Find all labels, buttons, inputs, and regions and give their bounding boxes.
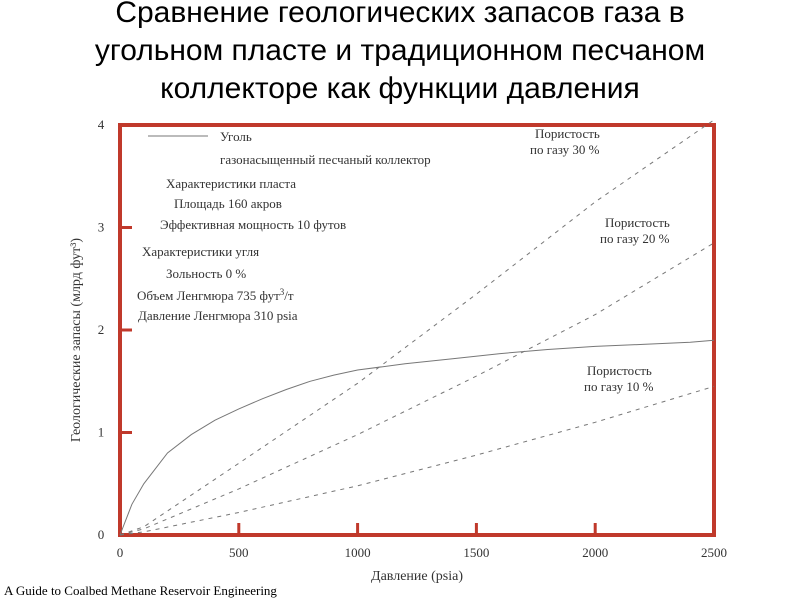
langmuir-volume-text: Объем Ленгмюра 735 фут (137, 288, 280, 303)
source-footnote: A Guide to Coalbed Methane Reservoir Eng… (4, 583, 277, 598)
y-tick-label-3: 3 (98, 220, 105, 235)
legend-sand-label: газонасыщенный песчаный коллектор (220, 152, 431, 167)
x-tick-label-1500: 1500 (463, 545, 489, 560)
series-label-30-line2: по газу 30 % (530, 142, 600, 157)
coal-langmuir-volume: Объем Ленгмюра 735 фут3/т (137, 287, 294, 303)
title-line-2: угольном пласте и традиционном песчаном (94, 34, 706, 67)
coal-ash: Зольность 0 % (166, 266, 246, 281)
legend-coal-label: Уголь (220, 129, 252, 144)
coal-header: Характеристики угля (142, 244, 259, 259)
x-tick-label-2500: 2500 (701, 545, 727, 560)
tick-labels: 0 500 1000 1500 2000 2500 0 1 2 3 4 (98, 117, 727, 560)
series-label-30-line1: Пористость (535, 126, 600, 141)
y-tick-label-0: 0 (98, 527, 105, 542)
y-tick-label-1: 1 (98, 425, 105, 440)
x-tick-label-1000: 1000 (345, 545, 371, 560)
x-tick-label-0: 0 (117, 545, 124, 560)
x-axis-label: Давление (psia) (371, 569, 463, 584)
series-label-20-line1: Пористость (605, 215, 670, 230)
series-line-coal (119, 339, 715, 536)
y-axis-label: Геологические запасы (млрд фут³) (69, 238, 84, 442)
reservoir-header: Характеристики пласта (166, 176, 296, 191)
y-tick-label-2: 2 (98, 322, 105, 337)
series-lines (119, 119, 715, 536)
axis-ticks (120, 226, 597, 535)
coal-langmuir-pressure: Давление Ленгмюра 310 psia (138, 308, 298, 323)
series-line-porosity-20 (119, 242, 715, 536)
series-label-10-line1: Пористость (587, 363, 652, 378)
x-tick-label-500: 500 (229, 545, 249, 560)
series-line-porosity-30 (119, 119, 715, 536)
title-line-1: Сравнение геологических запасов газа в (115, 0, 685, 29)
x-tick-label-2000: 2000 (582, 545, 608, 560)
series-label-20-line2: по газу 20 % (600, 231, 670, 246)
title-line-3: коллекторе как функции давления (160, 72, 640, 105)
series-line-porosity-10 (119, 385, 715, 536)
reservoir-thickness: Эффективная мощность 10 футов (160, 217, 346, 232)
langmuir-volume-sup: 3 (280, 287, 285, 297)
series-label-10-line2: по газу 10 % (584, 379, 654, 394)
reservoir-area: Площадь 160 акров (174, 196, 282, 211)
langmuir-volume-unit: /т (284, 288, 294, 303)
slide-title: Сравнение геологических запасов газа в у… (0, 0, 800, 108)
y-tick-label-4: 4 (98, 117, 105, 132)
